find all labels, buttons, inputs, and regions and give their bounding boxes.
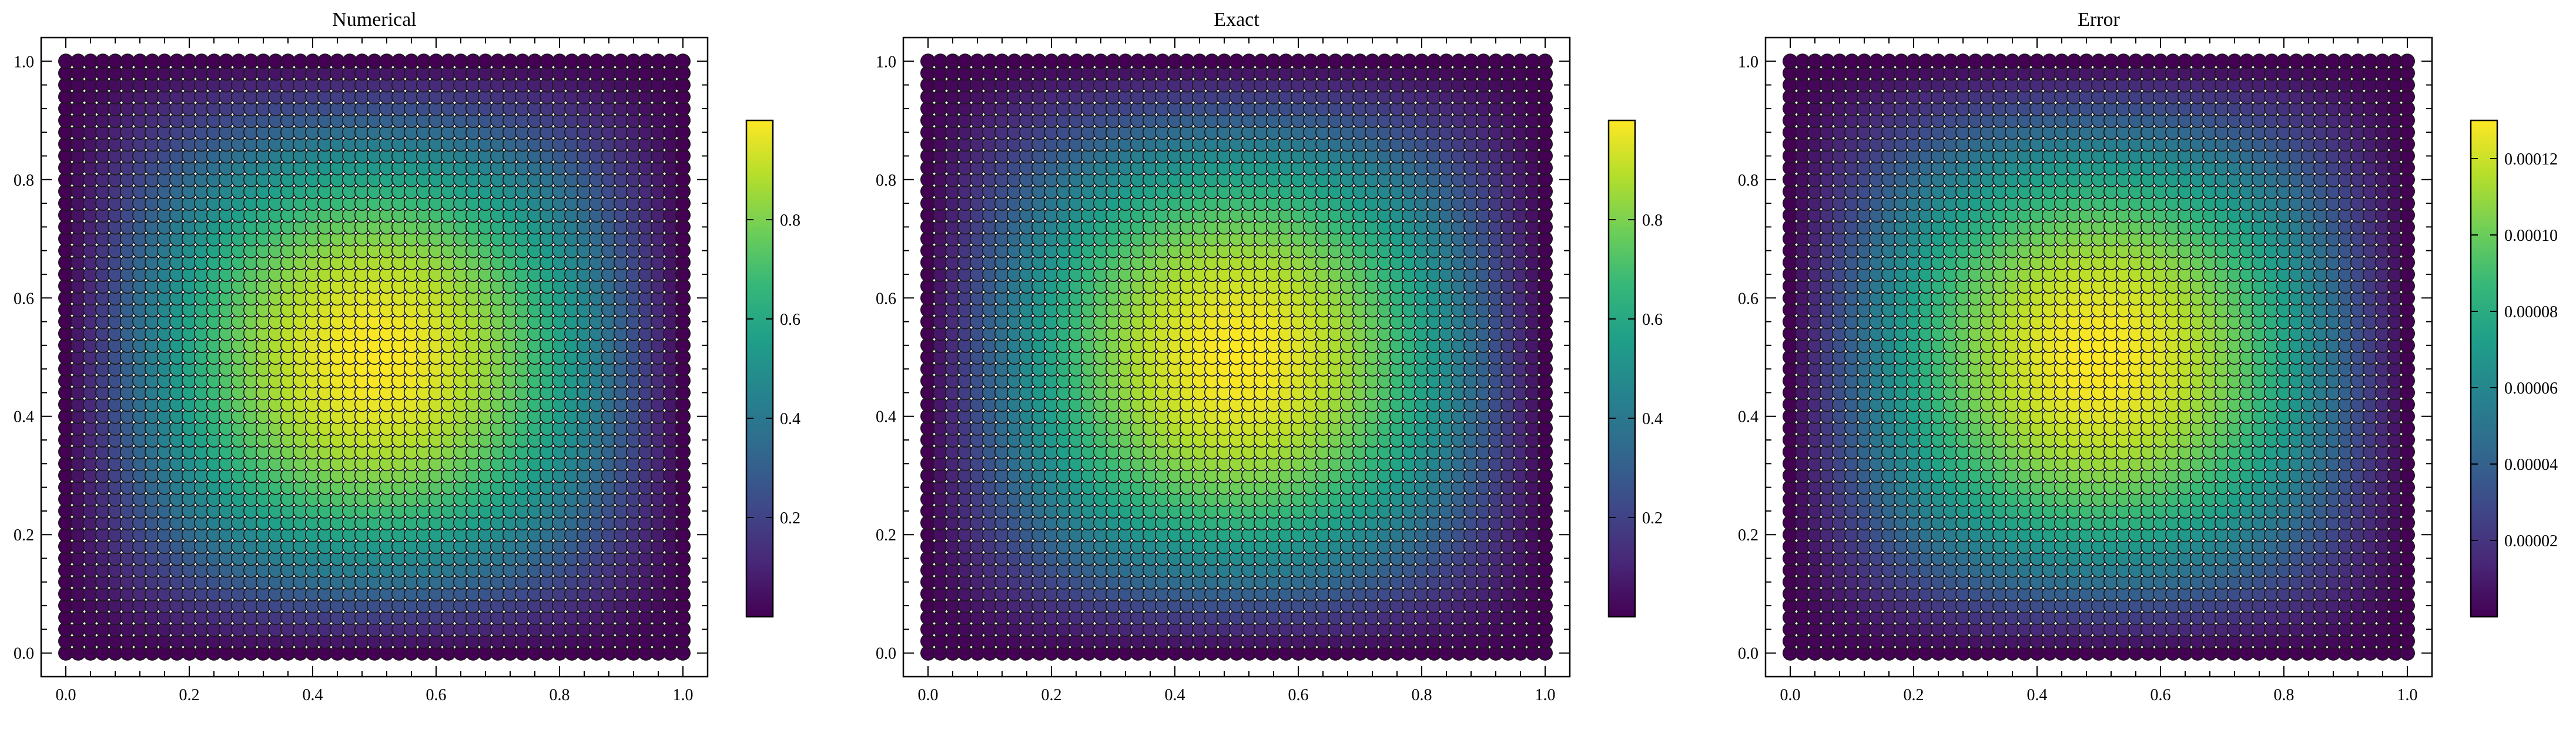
y-tick-label: 0.0 — [14, 645, 34, 663]
scatter-points — [920, 53, 1553, 661]
x-tick-label: 0.8 — [550, 686, 570, 704]
x-tick-label: 0.2 — [179, 686, 200, 704]
y-tick-label: 0.2 — [14, 526, 34, 545]
x-tick-label: 0.0 — [56, 686, 76, 704]
colorbar-tick-label: 0.6 — [780, 311, 800, 329]
x-tick-label: 0.4 — [303, 686, 323, 704]
colorbar-tick-label: 0.4 — [780, 410, 800, 428]
y-tick-label: 1.0 — [14, 53, 34, 71]
colorbar-tick-label: 0.2 — [780, 509, 800, 527]
y-tick-label: 0.4 — [14, 408, 34, 426]
chart-title: Numerical — [332, 9, 417, 31]
colorbar — [745, 119, 774, 618]
y-tick-label: 0.6 — [14, 290, 34, 308]
panel-numerical: Numerical 0.0 0.2 0.4 0.6 0.8 1.0 0.0 0.2 0.4 0.6 0… — [14, 9, 800, 704]
data-point — [675, 53, 691, 69]
x-tick-label: 1.0 — [673, 686, 694, 704]
scatter-points — [58, 53, 691, 661]
chart-title: Exact — [1214, 9, 1259, 31]
y-tick-label: 0.8 — [14, 172, 34, 190]
colorbar-tick-label: 0.8 — [780, 211, 800, 230]
x-tick-label: 0.6 — [426, 686, 447, 704]
